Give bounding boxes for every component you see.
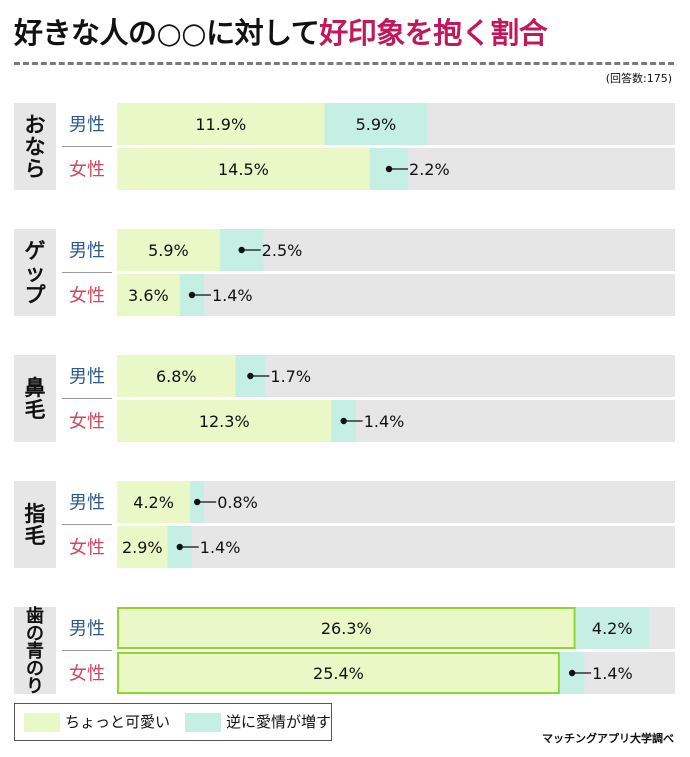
title-divider <box>14 62 674 65</box>
group-2-row-0-value-cute: 6.8% <box>156 367 197 386</box>
group-1-row-0-gender-label: 男性 <box>69 241 105 262</box>
group-1-row-1-bar-cute <box>117 274 180 316</box>
group-0-category-box <box>14 103 56 190</box>
group-3-row-1-bar-cute <box>117 526 168 568</box>
group-4-row-1-value-cute: 25.4% <box>313 664 364 683</box>
title-part1: 好きな人の○○に対して <box>14 16 320 50</box>
group-0-row-0-bar-cute <box>117 103 325 145</box>
source-credit: マッチングアプリ大学調べ <box>542 732 674 745</box>
group-0-row-1-value-cute: 14.5% <box>218 160 269 179</box>
group-3-row-0-bar-cute <box>117 481 191 523</box>
group-1-row-0-bar-cute <box>117 229 220 271</box>
group-1-row-1-value-cute: 3.6% <box>128 286 169 305</box>
group-4-row-0-value-cute: 26.3% <box>321 619 372 638</box>
group-2-row-0-value-love: 1.7% <box>270 367 311 386</box>
group-4-row-1-bar-cute <box>117 652 560 694</box>
group-1-category-label: ゲップ <box>25 239 47 307</box>
group-3-row-0-gender-label: 男性 <box>69 493 105 514</box>
group-1-category-box <box>14 229 56 316</box>
group-3-row-1-track <box>117 526 675 568</box>
group-0-row-0-bar-love <box>324 103 428 145</box>
sample-size-note: (回答数:175) <box>605 72 672 85</box>
group-0-row-1-leader-dot <box>385 165 393 173</box>
group-4-category-label: 歯の青のり <box>26 605 44 697</box>
legend-swatch-love <box>185 713 221 732</box>
legend-label-love: 逆に愛情が増す <box>226 713 332 731</box>
group-3-row-1-value-love: 1.4% <box>200 538 241 557</box>
group-1-row-1-value-love: 1.4% <box>212 286 253 305</box>
legend: ちょっと可愛い 逆に愛情が増す <box>14 703 332 741</box>
group-0-category-label: おなら <box>25 113 46 181</box>
group-2-row-1-gender-label: 女性 <box>69 412 105 433</box>
group-1-row-1-gender-label: 女性 <box>69 286 105 307</box>
group-0-row-1-gender-label: 女性 <box>69 160 105 181</box>
group-3-row-0-value-cute: 4.2% <box>133 493 174 512</box>
group-4-row-0-bar-love <box>575 607 649 649</box>
group-3-row-0-value-love: 0.8% <box>217 493 258 512</box>
group-4-row-1-value-love: 1.4% <box>592 664 633 683</box>
chart-title: 好きな人の○○に対して好印象を抱く割合 <box>14 10 548 52</box>
title-part2-accent: 好印象を抱く割合 <box>319 16 548 50</box>
group-0-row-1-value-love: 2.2% <box>409 160 450 179</box>
group-0-row-0-value-love: 5.9% <box>356 115 397 134</box>
group-2-category-box <box>14 355 56 442</box>
group-3-category-box <box>14 481 56 568</box>
group-4-row-0-gender-label: 男性 <box>69 619 105 640</box>
group-4-row-0-bar-cute <box>117 607 576 649</box>
group-2-row-1-value-love: 1.4% <box>364 412 405 431</box>
group-2-category-label: 鼻毛 <box>25 376 46 422</box>
group-1-row-0-value-love: 2.5% <box>262 241 303 260</box>
group-1-row-0-value-cute: 5.9% <box>148 241 189 260</box>
group-2-row-0-gender-label: 男性 <box>69 367 105 388</box>
group-2-row-1-value-cute: 12.3% <box>199 412 250 431</box>
group-2-row-1-bar-cute <box>117 400 332 442</box>
legend-label-cute: ちょっと可愛い <box>65 713 171 731</box>
group-0-row-1-bar-cute <box>117 148 370 190</box>
legend-swatch-cute <box>24 713 60 732</box>
group-0-row-0-value-cute: 11.9% <box>195 115 246 134</box>
group-3-row-1-gender-label: 女性 <box>69 538 105 559</box>
group-4-row-0-value-love: 4.2% <box>592 619 633 638</box>
group-0-row-0-gender-label: 男性 <box>69 115 105 136</box>
group-4-category-box <box>14 607 56 694</box>
group-3-category-label: 指毛 <box>25 502 46 548</box>
group-4-row-1-gender-label: 女性 <box>69 664 105 685</box>
group-3-row-1-value-cute: 2.9% <box>122 538 163 557</box>
group-2-row-0-bar-cute <box>117 355 236 397</box>
